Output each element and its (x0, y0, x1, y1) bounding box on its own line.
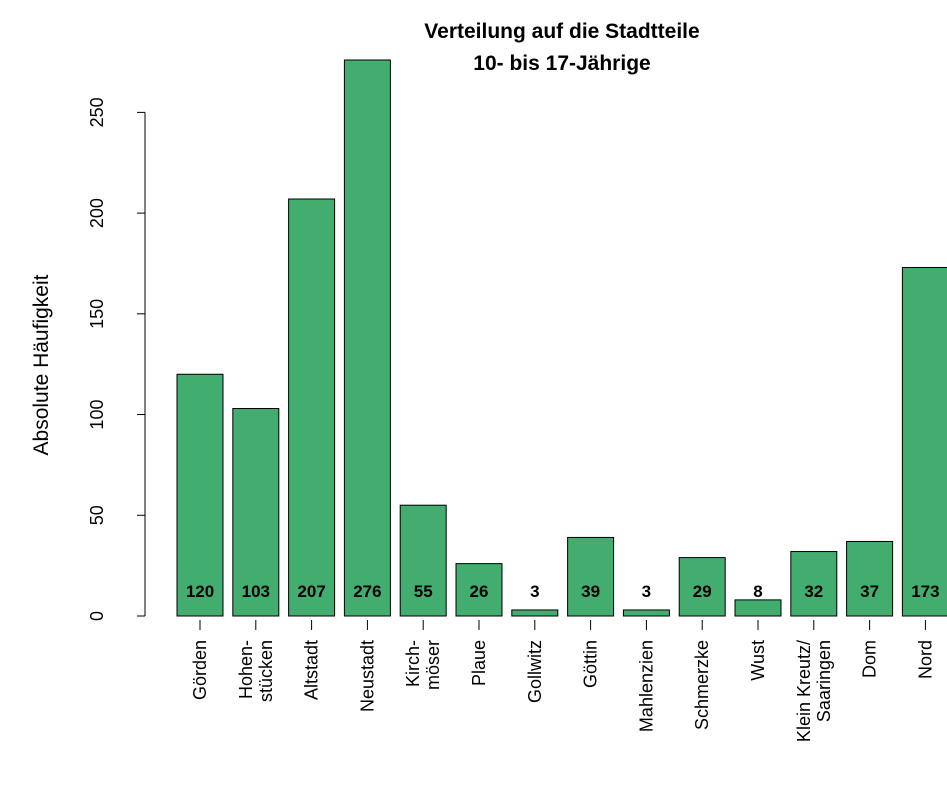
bar (734, 599, 782, 617)
value-label: 103 (242, 582, 270, 601)
bar (343, 59, 391, 617)
value-label: 29 (693, 582, 712, 601)
x-tick-label: Neustadt (357, 640, 377, 712)
x-tick-label: Dom (860, 640, 880, 678)
x-tick-label: Kirch-möser (403, 640, 443, 690)
x-tick-label: Göttin (581, 640, 601, 688)
value-label: 120 (186, 582, 214, 601)
value-label: 26 (470, 582, 489, 601)
bar (846, 540, 894, 617)
bar (176, 373, 224, 617)
bar (232, 408, 280, 617)
x-tick-label: Görden (190, 640, 210, 700)
bar (399, 504, 447, 617)
value-label: 276 (353, 582, 381, 601)
bar (678, 557, 726, 617)
value-label: 32 (804, 582, 823, 601)
x-tick-label: Mahlenzien (636, 640, 656, 732)
x-tick-label: Klein Kreutz/Saaringen (794, 640, 834, 742)
y-tick-label: 0 (87, 611, 107, 621)
value-label: 3 (642, 582, 651, 601)
x-tick-label: Hohen-stücken (236, 640, 276, 702)
x-tick-label: Plaue (469, 640, 489, 686)
chart-subtitle: 10- bis 17-Jährige (473, 52, 650, 75)
x-tick-label: Altstadt (302, 640, 322, 700)
y-tick-label: 50 (87, 505, 107, 525)
y-axis-label: Absolute Häufigkeit (30, 274, 53, 455)
bar (511, 609, 559, 617)
bar (567, 536, 615, 617)
value-label: 207 (297, 582, 325, 601)
value-label: 3 (530, 582, 539, 601)
bar (455, 563, 503, 617)
x-tick-label: Schmerzke (692, 640, 712, 730)
bar (288, 198, 336, 617)
x-tick-label: Gollwitz (525, 640, 545, 703)
bar (790, 551, 838, 617)
value-label: 8 (753, 582, 762, 601)
value-label: 37 (860, 582, 879, 601)
chart-title: Verteilung auf die Stadtteile (424, 20, 699, 43)
y-tick-label: 150 (87, 299, 107, 329)
bar (622, 609, 670, 617)
value-label: 55 (414, 582, 433, 601)
x-tick-label: Wust (748, 640, 768, 681)
value-label: 173 (911, 582, 939, 601)
x-tick-label: Nord (915, 640, 935, 679)
y-tick-label: 200 (87, 198, 107, 228)
y-tick-label: 100 (87, 400, 107, 430)
bar (901, 266, 947, 617)
value-label: 39 (581, 582, 600, 601)
y-tick-label: 250 (87, 97, 107, 127)
